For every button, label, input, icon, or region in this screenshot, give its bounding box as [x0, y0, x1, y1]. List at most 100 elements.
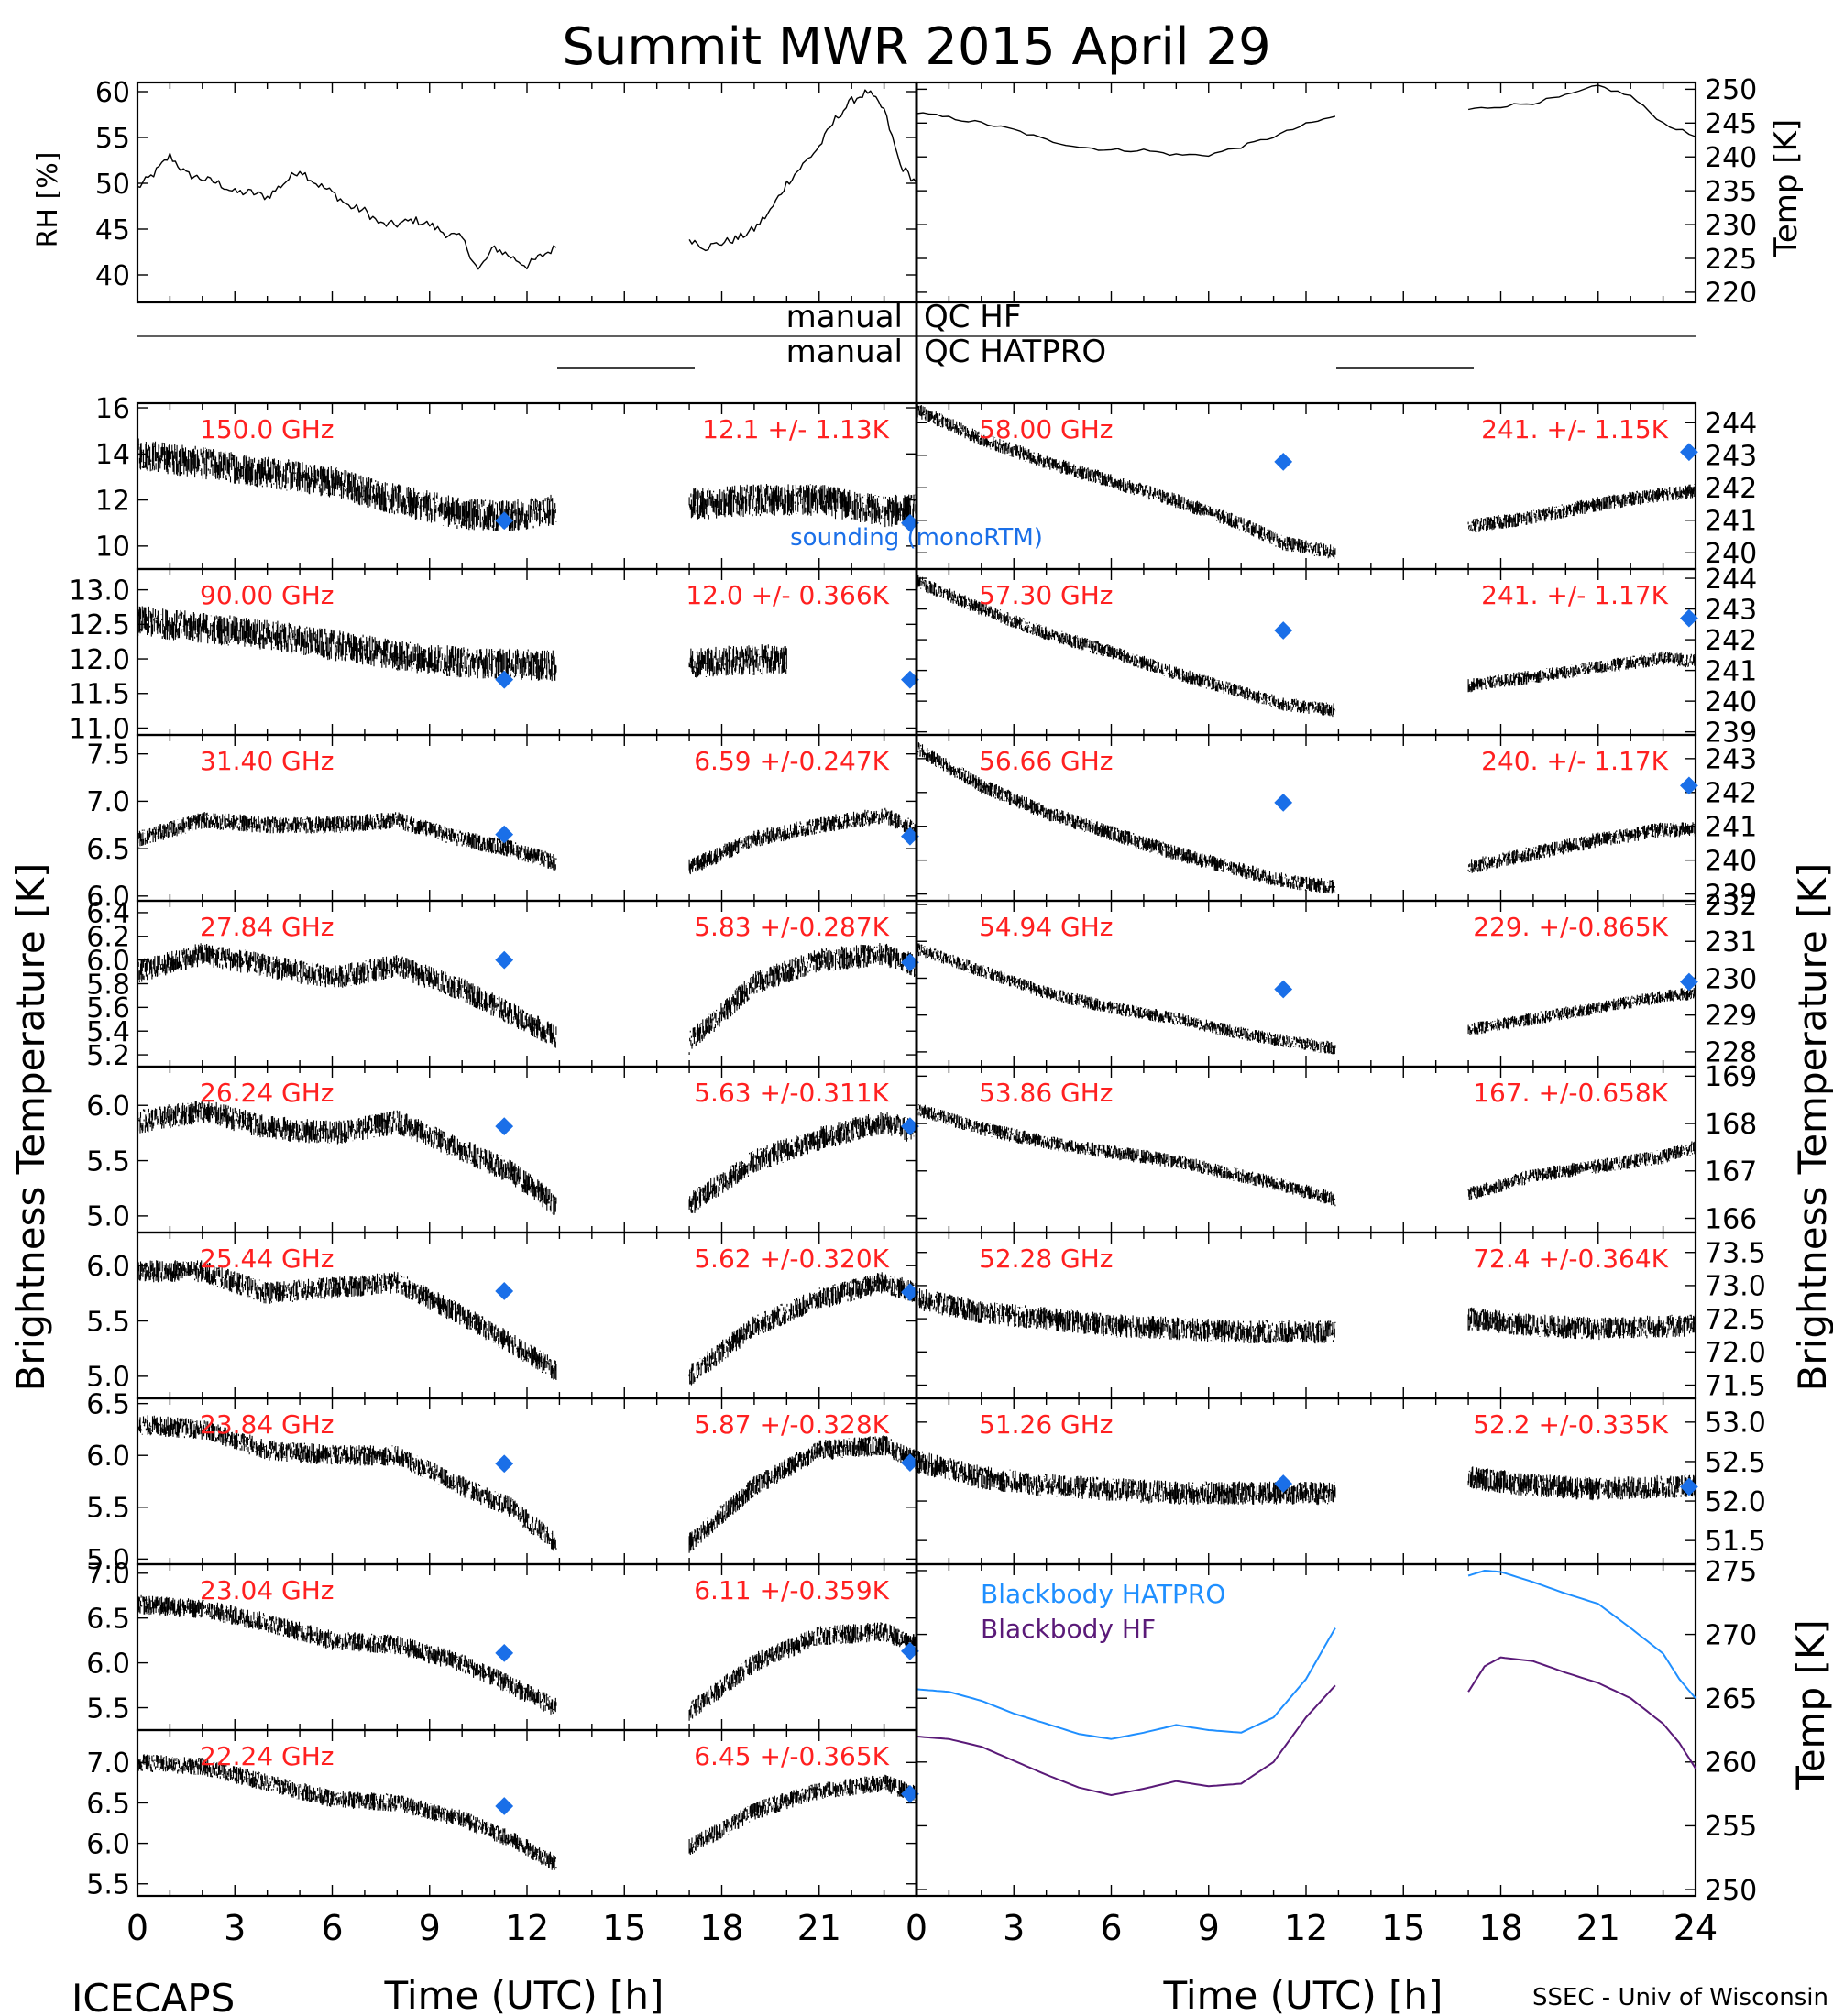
x-tick-label: 18: [1478, 1908, 1522, 1948]
x-tick-label: 15: [1381, 1908, 1425, 1948]
x-tick-label: 24: [1674, 1908, 1718, 1948]
y-tick-label: 73.5: [1705, 1238, 1766, 1270]
ylabel-left-main: Brightness Temperature [K]: [8, 863, 53, 1392]
legend-blackbody-hatpro: Blackbody HATPRO: [981, 1579, 1225, 1609]
y-tick-label: 5.5: [86, 1493, 130, 1525]
y-tick-label: 51.5: [1705, 1526, 1766, 1558]
y-tick-label: 6.0: [86, 1441, 130, 1473]
y-tick-label: 250: [1705, 1875, 1757, 1907]
brightness-temperature-trace: [137, 1754, 557, 1870]
sounding-marker: [495, 1282, 514, 1300]
x-tick-label: 18: [699, 1908, 743, 1948]
y-tick-label: 230: [1705, 210, 1757, 242]
frequency-label: 31.40 GHz: [200, 746, 335, 776]
y-tick-label: 5.5: [86, 1869, 130, 1901]
y-tick-label: 6.0: [86, 1090, 130, 1123]
frequency-label: 27.84 GHz: [200, 912, 335, 942]
stats-label: 52.2 +/-0.335K: [1473, 1409, 1668, 1440]
temp-line: [1467, 84, 1696, 137]
temp-line: [916, 112, 1336, 158]
frequency-label: 56.66 GHz: [979, 746, 1114, 776]
brightness-temperature-trace: [1467, 1141, 1696, 1200]
y-tick-label: 16: [95, 393, 130, 425]
brightness-temperature-trace: [137, 1100, 557, 1215]
brightness-temperature-trace: [688, 943, 917, 1055]
y-tick-label: 11.0: [69, 713, 130, 745]
y-tick-label: 168: [1705, 1109, 1757, 1141]
sounding-marker: [495, 670, 514, 689]
y-tick-label: 220: [1705, 278, 1757, 310]
y-tick-label: 71.5: [1705, 1370, 1766, 1402]
y-tick-label: 55: [95, 123, 130, 155]
brightness-temperature-trace: [688, 1112, 917, 1213]
sounding-marker: [1680, 443, 1698, 462]
qc-hatpro-manual-label: manual: [786, 334, 903, 370]
frequency-label: 53.86 GHz: [979, 1078, 1114, 1108]
sounding-marker: [901, 827, 919, 846]
frequency-label: 58.00 GHz: [979, 414, 1114, 444]
sounding-marker: [495, 950, 514, 970]
y-tick-label: 11.5: [69, 679, 130, 711]
y-tick-label: 5.5: [86, 1145, 130, 1178]
stats-label: 5.87 +/-0.328K: [694, 1409, 889, 1440]
y-tick-label: 6.2: [86, 922, 130, 954]
y-tick-label: 73.0: [1705, 1271, 1766, 1303]
y-tick-label: 243: [1705, 594, 1757, 626]
y-tick-label: 7.0: [86, 1748, 130, 1780]
brightness-temperature-trace: [1467, 1307, 1696, 1341]
frequency-label: 52.28 GHz: [979, 1244, 1114, 1274]
sounding-marker: [495, 1643, 514, 1662]
brightness-temperature-trace: [1467, 651, 1696, 693]
qc-hf-manual-label: manual: [786, 299, 903, 335]
y-tick-label: 244: [1705, 408, 1757, 440]
stats-label: 6.45 +/-0.365K: [694, 1741, 889, 1771]
y-tick-label: 7.0: [86, 786, 130, 818]
y-tick-label: 7.5: [86, 739, 130, 771]
y-tick-label: 12.5: [69, 609, 130, 641]
y-tick-label: 6.0: [86, 1648, 130, 1680]
x-tick-label: 9: [419, 1908, 441, 1948]
rh-line: [688, 89, 917, 252]
y-tick-label: 6.5: [86, 1788, 130, 1820]
x-tick-label: 24: [1674, 1908, 1718, 1948]
frequency-label: 22.24 GHz: [200, 1741, 335, 1771]
y-tick-label: 241: [1705, 506, 1757, 538]
sounding-marker: [495, 1454, 514, 1474]
y-tick-label: 6.0: [86, 1828, 130, 1860]
sounding-marker: [495, 511, 514, 531]
x-tick-label: 0: [126, 1908, 148, 1948]
sounding-marker: [901, 1453, 919, 1473]
y-tick-label: 250: [1705, 74, 1757, 106]
y-tick-label: 12.0: [69, 644, 130, 676]
stats-label: 5.83 +/-0.287K: [694, 912, 889, 942]
frequency-label: 57.30 GHz: [979, 580, 1114, 610]
y-tick-label: 230: [1705, 963, 1757, 995]
y-tick-label: 14: [95, 439, 130, 471]
stats-label: 5.63 +/-0.311K: [694, 1078, 889, 1108]
y-tick-label: 255: [1705, 1811, 1757, 1843]
y-tick-label: 245: [1705, 108, 1757, 140]
chart-title: Summit MWR 2015 April 29: [562, 17, 1270, 77]
y-tick-label: 13.0: [69, 575, 130, 607]
x-tick-label: 0: [906, 1908, 927, 1948]
xlabel-right: Time (UTC) [h]: [1163, 1973, 1443, 2016]
x-tick-label: 6: [1100, 1908, 1122, 1948]
brightness-temperature-trace: [688, 1622, 917, 1721]
y-tick-label: 5.5: [86, 1306, 130, 1338]
y-tick-label: 7.0: [86, 1559, 130, 1591]
rh-line: [137, 152, 557, 270]
y-tick-label: 235: [1705, 176, 1757, 208]
stats-label: 72.4 +/-0.364K: [1473, 1244, 1668, 1274]
y-tick-label: 240: [1705, 538, 1757, 570]
y-tick-label: 6.5: [86, 1388, 130, 1420]
y-tick-label: 225: [1705, 244, 1757, 276]
blackbody-hatpro-line: [916, 1627, 1336, 1740]
qc-hf-label: QC HF: [924, 299, 1021, 335]
footer-left: ICECAPS: [71, 1976, 235, 2016]
sounding-marker: [901, 513, 919, 532]
blackbody-hf-line: [916, 1684, 1336, 1796]
brightness-temperature-trace: [137, 606, 557, 682]
sounding-marker: [1680, 608, 1698, 628]
brightness-temperature-trace: [1467, 822, 1696, 873]
